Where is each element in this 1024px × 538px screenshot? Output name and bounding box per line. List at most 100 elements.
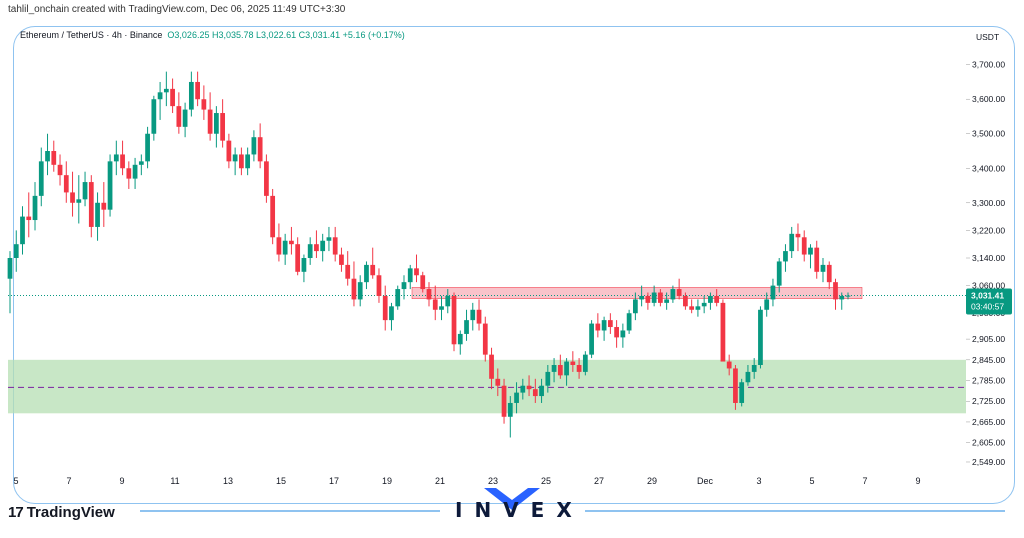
x-tick-label: Dec (697, 476, 714, 486)
tradingview-logo: 17 TradingView (8, 504, 115, 521)
y-tick-label: 2,845.00 (972, 355, 1005, 365)
candle-body (113, 154, 119, 162)
candle-body (120, 154, 125, 169)
candle-body (532, 389, 538, 397)
candle (639, 285, 645, 307)
candle (132, 157, 138, 189)
candle-body (539, 385, 544, 397)
candle-body (651, 292, 657, 303)
candle-body (351, 278, 357, 300)
candle (464, 309, 469, 341)
candle-body (45, 151, 50, 162)
candle-body (339, 254, 344, 265)
x-tick-label: 7 (66, 476, 71, 486)
y-tick-label: 3,700.00 (972, 60, 1005, 70)
candle-body (207, 109, 213, 134)
candle-body (420, 275, 426, 290)
candle-body (13, 244, 19, 258)
candle (826, 261, 832, 290)
candle-body (82, 182, 88, 200)
candle (676, 278, 682, 300)
candle (820, 258, 826, 283)
symbol-name[interactable]: Ethereum / TetherUS · 4h · Binance (20, 30, 163, 40)
candle (239, 147, 244, 176)
candle (564, 358, 569, 386)
candle-body (439, 306, 444, 310)
candle-body (138, 161, 144, 165)
candle (289, 226, 294, 255)
x-tick-label: 5 (13, 476, 18, 486)
candle-body (257, 137, 263, 162)
candle (389, 302, 394, 331)
candle-body (708, 295, 713, 303)
candle-body (514, 392, 519, 403)
support-zone (8, 359, 966, 414)
x-tick-label: 13 (223, 476, 233, 486)
candle-body (276, 237, 282, 255)
candle-body (476, 309, 482, 324)
candle-body (783, 251, 788, 262)
candle (370, 247, 376, 279)
candle (232, 147, 238, 176)
candle (714, 289, 720, 307)
candle (501, 378, 507, 424)
candle (264, 154, 269, 203)
currency-label: USDT (976, 32, 999, 42)
candle-body (126, 168, 132, 179)
candle (683, 292, 688, 310)
candle (845, 292, 851, 300)
candle-body (188, 81, 194, 110)
candle-body (295, 244, 301, 272)
candle-body (182, 109, 188, 127)
candle (733, 365, 738, 410)
x-tick-label: 17 (329, 476, 339, 486)
y-tick-label: 2,605.00 (972, 438, 1005, 448)
brand-line-right (585, 510, 1005, 512)
candle-body (38, 161, 44, 196)
candle (482, 316, 488, 362)
candle (45, 133, 50, 176)
candle-body (576, 365, 582, 372)
x-tick-label: 9 (119, 476, 124, 486)
candle (213, 106, 219, 148)
candle-body (239, 154, 244, 169)
candle-body (589, 323, 594, 355)
x-tick-label: 29 (647, 476, 657, 486)
x-tick-label: 7 (862, 476, 867, 486)
candle (595, 313, 601, 338)
candle-body (501, 385, 507, 417)
candle-body (76, 199, 82, 203)
candle (457, 330, 463, 355)
candle-body (382, 295, 388, 321)
candle (426, 282, 432, 307)
candle (601, 316, 607, 341)
candle-body (801, 237, 807, 255)
candle-body (245, 154, 251, 169)
candle-body (414, 268, 419, 276)
candle-body (826, 264, 832, 283)
candle-body (107, 161, 113, 210)
candle (332, 226, 338, 262)
candle (445, 289, 451, 314)
candle-body (270, 195, 276, 238)
candle (783, 244, 788, 272)
candle-body (701, 302, 707, 307)
candle (833, 278, 838, 310)
candle-body (201, 99, 207, 110)
candle (620, 323, 626, 348)
candle (664, 292, 670, 310)
invex-brand: INVEX (455, 498, 584, 522)
candle-body (770, 285, 776, 300)
candle (201, 85, 207, 120)
candle-body (808, 247, 813, 255)
candle-body (751, 365, 757, 372)
brand-line-left (140, 510, 440, 512)
candle (795, 223, 801, 252)
candle-body (758, 309, 763, 365)
candle (745, 365, 751, 386)
candle-body (70, 192, 75, 203)
candle-body (195, 81, 200, 100)
candle (176, 92, 182, 134)
candle (151, 95, 157, 141)
